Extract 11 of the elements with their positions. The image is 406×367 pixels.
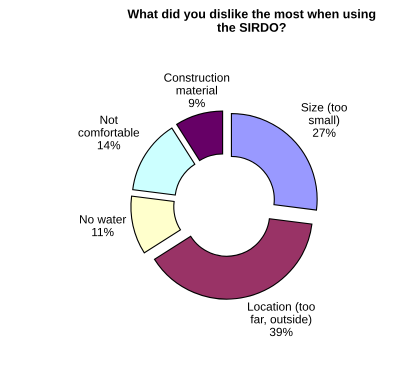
slice-label: Size (too small) bbox=[301, 102, 347, 127]
data-label: 39% bbox=[270, 328, 293, 336]
slice-label: Construction material bbox=[164, 73, 230, 94]
slice-label: No water bbox=[80, 215, 126, 224]
slice-label: Location (too far, outside) bbox=[248, 302, 315, 326]
data-label: 27% bbox=[312, 128, 336, 137]
data-label: 9% bbox=[188, 98, 205, 108]
data-label: 11% bbox=[92, 228, 114, 236]
slice-label: Not comfortable bbox=[78, 116, 140, 137]
data-label: 14% bbox=[98, 141, 120, 150]
chart-title: What did you dislike the most when using the SIRDO? bbox=[127, 9, 376, 32]
